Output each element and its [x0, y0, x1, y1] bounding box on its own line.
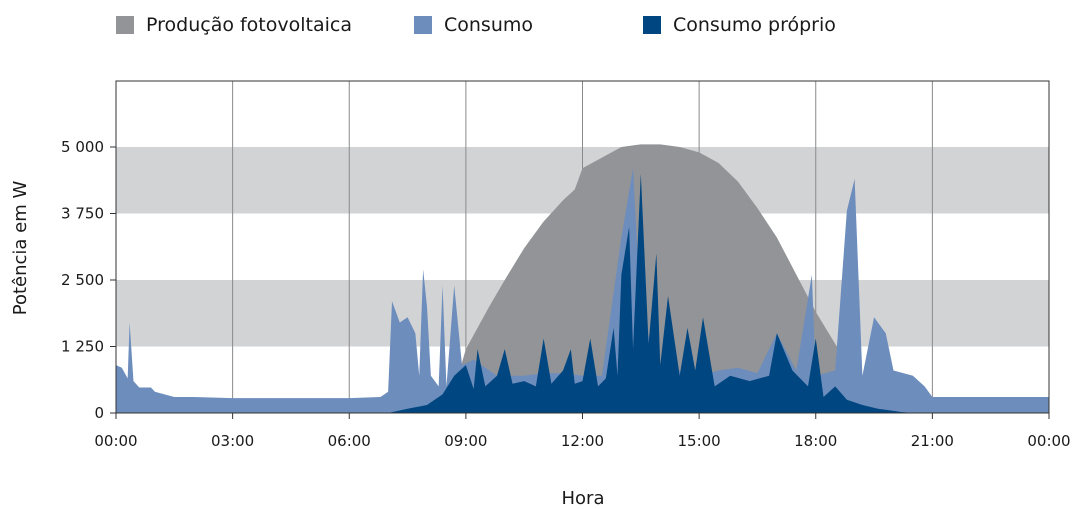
legend-swatch-consumption: [414, 16, 432, 34]
legend-item-pv: Produção fotovoltaica: [116, 14, 352, 36]
x-tick-label-2: 06:00: [328, 432, 371, 450]
x-tick-label-3: 09:00: [444, 432, 487, 450]
y-tick-label-2: 2 500: [61, 271, 104, 289]
legend-item-self-consumption: Consumo próprio: [643, 14, 836, 36]
x-tick-label-8: 00:00: [1027, 432, 1070, 450]
legend-label-pv: Produção fotovoltaica: [146, 14, 352, 36]
x-axis-ticks: 00:00 03:00 06:00 09:00 12:00 15:00 18:00 21:00…: [94, 413, 1071, 450]
x-tick-label-5: 15:00: [678, 432, 721, 450]
legend-label-self-consumption: Consumo próprio: [673, 14, 836, 36]
y-tick-label-0: 0: [94, 404, 104, 422]
x-axis-title: Hora: [562, 488, 605, 509]
y-tick-label-3: 3 750: [61, 205, 104, 223]
series-layer: [116, 144, 1049, 413]
legend: Produção fotovoltaica Consumo Consumo pr…: [0, 14, 1073, 44]
x-tick-label-4: 12:00: [561, 432, 604, 450]
legend-swatch-self-consumption: [643, 16, 661, 34]
x-tick-label-7: 21:00: [911, 432, 954, 450]
y-tick-label-1: 1 250: [61, 338, 104, 356]
x-tick-label-0: 00:00: [94, 432, 137, 450]
x-tick-label-6: 18:00: [794, 432, 837, 450]
series-self-consumption-area: [116, 173, 1049, 413]
legend-label-consumption: Consumo: [444, 14, 534, 36]
x-tick-label-1: 03:00: [211, 432, 254, 450]
legend-swatch-pv: [116, 16, 134, 34]
y-tick-label-4: 5 000: [61, 138, 104, 156]
legend-item-consumption: Consumo: [414, 14, 533, 36]
y-axis-title: Potência em W: [10, 181, 31, 316]
y-axis-ticks: 0 1 250 2 500 3 750 5 000: [61, 138, 116, 422]
